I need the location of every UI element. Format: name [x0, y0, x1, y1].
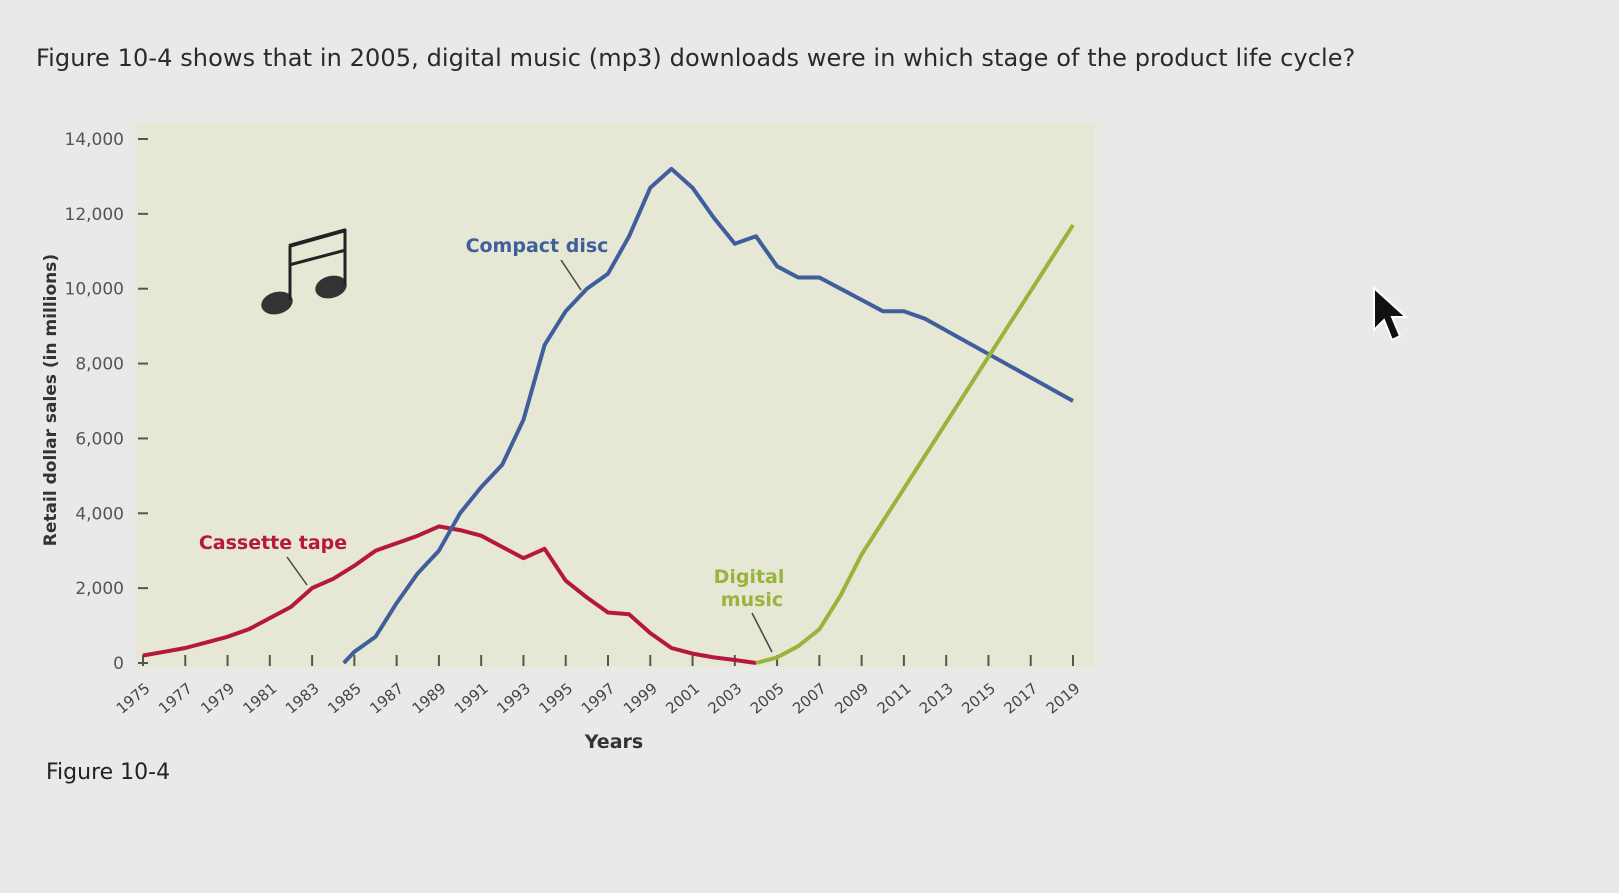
x-tick-label: 1977 — [155, 679, 196, 717]
plot-area — [136, 123, 1095, 667]
x-tick-label: 2003 — [705, 679, 746, 717]
x-tick-label: 2007 — [789, 679, 830, 717]
annotation-digital-music: music — [721, 589, 783, 611]
x-tick-label: 2015 — [958, 679, 999, 717]
y-axis-label: Retail dollar sales (in millions) — [41, 254, 61, 546]
x-tick-label: 2009 — [831, 679, 872, 717]
x-tick-label: 1997 — [578, 679, 619, 717]
series-line-digital-music — [755, 224, 1075, 665]
y-tick-label: 6,000 — [75, 429, 124, 449]
annotation-leader — [751, 612, 773, 653]
annotation-leader — [560, 259, 582, 291]
y-tick-label: 8,000 — [75, 355, 124, 375]
x-tick-label: 2011 — [874, 679, 915, 717]
annotation-compact-disc: Compact disc — [466, 235, 609, 257]
y-tick-label: 2,000 — [75, 579, 124, 599]
y-tick-label: 10,000 — [65, 280, 124, 300]
x-tick-label: 2001 — [662, 679, 703, 717]
y-tick-label: 14,000 — [65, 130, 124, 150]
x-tick-label: 2013 — [916, 679, 957, 717]
x-tick-label: 1985 — [324, 679, 365, 717]
x-tick-label: 1999 — [620, 679, 661, 717]
x-tick-label: 1991 — [451, 679, 492, 717]
x-tick-label: 2019 — [1043, 679, 1084, 717]
x-tick-label: 1989 — [409, 679, 450, 717]
annotation-leader — [286, 556, 308, 586]
x-tick-label: 1983 — [282, 679, 323, 717]
y-tick-label: 0 — [113, 654, 124, 674]
x-tick-label: 2017 — [1000, 679, 1041, 717]
x-tick-label: 1975 — [113, 679, 154, 717]
x-tick-label: 1979 — [197, 679, 238, 717]
x-tick-label: 1987 — [366, 679, 407, 717]
x-tick-label: 1981 — [240, 679, 281, 717]
y-tick-label: 4,000 — [75, 504, 124, 524]
question-text: Figure 10-4 shows that in 2005, digital … — [36, 44, 1356, 72]
y-tick-label: 12,000 — [65, 205, 124, 225]
x-tick-label: 1993 — [493, 679, 534, 717]
series-line-compact-disc — [342, 166, 1074, 665]
figure-caption: Figure 10-4 — [46, 760, 171, 785]
x-tick-label: 2005 — [747, 679, 788, 717]
x-tick-label: 1995 — [535, 679, 576, 717]
mouse-cursor-icon — [1373, 286, 1409, 342]
annotation-cassette-tape: Cassette tape — [199, 532, 347, 554]
x-axis-label: Years — [584, 731, 643, 753]
music-note-icon — [261, 228, 347, 315]
annotation-digital-music: Digital — [714, 566, 785, 588]
